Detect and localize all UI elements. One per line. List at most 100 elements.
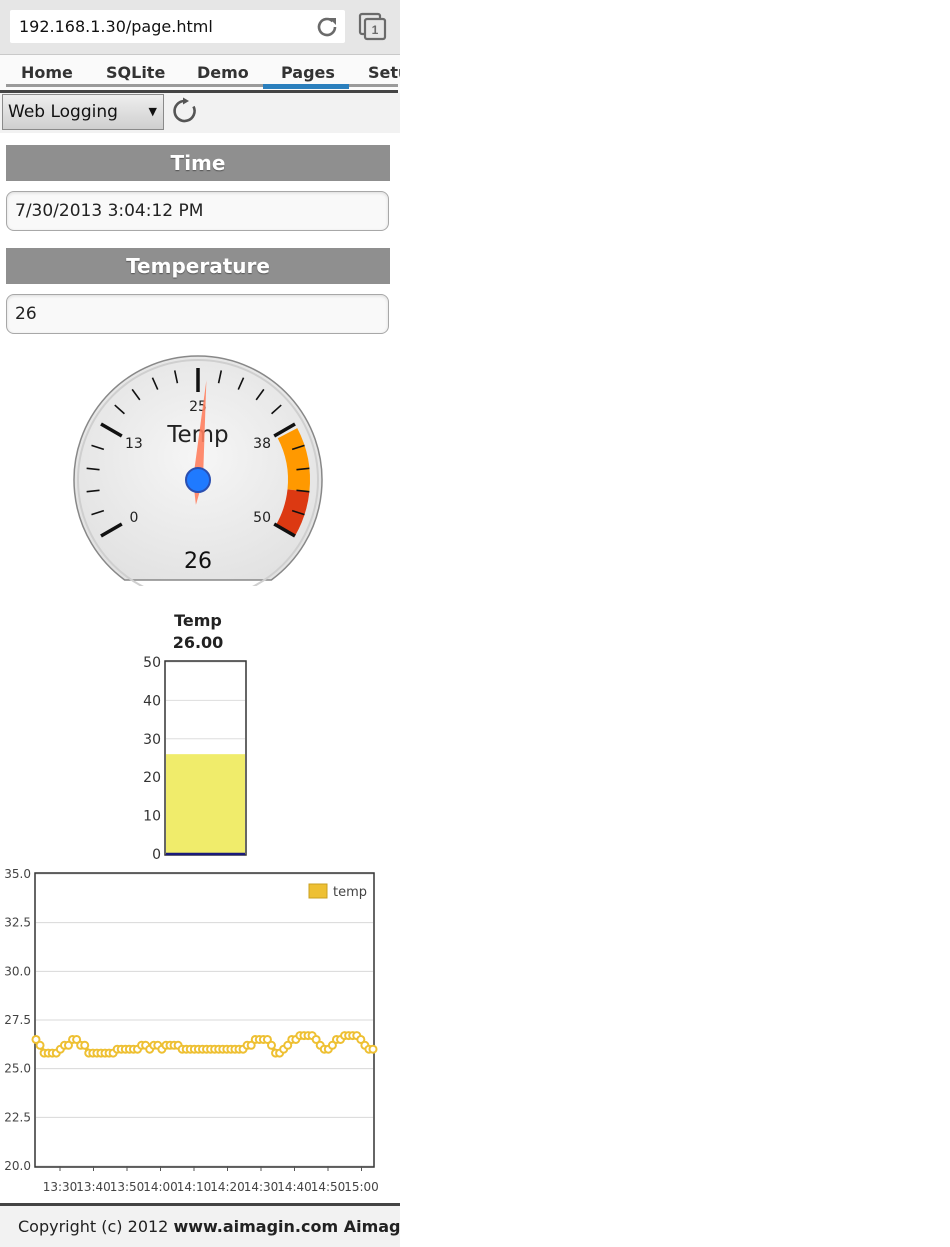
thermo-tick-label: 50 <box>143 655 161 671</box>
thermo-title: Temp <box>174 611 222 630</box>
x-tick-label: 13:40 <box>76 1180 111 1194</box>
x-tick-label: 13:30 <box>43 1180 78 1194</box>
chart-legend: temp <box>308 883 367 900</box>
series-point <box>72 1034 82 1044</box>
x-tick-label: 14:10 <box>177 1180 212 1194</box>
gauge-tick <box>273 422 296 438</box>
gauge-tick <box>217 370 223 384</box>
reload-icon[interactable] <box>314 14 340 40</box>
series-point <box>262 1034 272 1044</box>
gauge-rim <box>77 359 319 586</box>
x-tick-label: 13:50 <box>110 1180 145 1194</box>
thermo-tick-label: 30 <box>143 732 161 748</box>
y-tick-label: 25.0 <box>4 1062 31 1076</box>
gauge-band-1 <box>275 489 310 536</box>
page-select-value: Web Logging <box>8 102 118 122</box>
temp-line-chart: 20.022.525.027.530.032.535.0 13:3013:401… <box>4 867 379 1194</box>
page-select[interactable]: Web Logging ▼ <box>2 94 164 130</box>
series-point <box>283 1040 293 1050</box>
gauge-tick <box>273 522 296 538</box>
legend-swatch <box>308 883 328 899</box>
gauge-tick <box>291 444 305 451</box>
temperature-field[interactable]: 26 <box>6 294 389 334</box>
y-tick-label: 22.5 <box>4 1110 31 1124</box>
gauge-hub <box>185 467 211 493</box>
legend-label-temp: temp <box>333 885 367 900</box>
gauge-readout: 26 <box>184 549 212 574</box>
address-bar: 192.168.1.30/page.html 1 <box>0 0 400 55</box>
x-tick-label: 14:40 <box>277 1180 312 1194</box>
footer-copyright: Copyright (c) 2012 <box>18 1217 174 1236</box>
footer: Copyright (c) 2012 www.aimagin.com Aimag… <box>0 1206 400 1247</box>
time-header: Time <box>6 145 390 181</box>
dropdown-arrow-icon: ▼ <box>148 105 157 118</box>
footer-company[interactable]: www.aimagin.com Aimagin Ltd. <box>173 1217 400 1236</box>
nav-underline <box>6 84 398 87</box>
refresh-icon[interactable] <box>171 97 199 125</box>
y-tick-label: 27.5 <box>4 1013 31 1027</box>
temperature-header: Temperature <box>6 248 390 284</box>
gauge-tick <box>131 388 141 401</box>
gauge-tick <box>100 422 123 438</box>
nav-item-pages[interactable]: Pages <box>281 63 335 82</box>
series-point <box>356 1034 366 1044</box>
gauge-tick <box>237 377 245 390</box>
nav-item-demo[interactable]: Demo <box>197 63 249 82</box>
nav-divider <box>0 90 398 93</box>
x-tick-label: 15:00 <box>344 1180 379 1194</box>
nav-active-indicator <box>263 84 349 89</box>
time-field[interactable]: 7/30/2013 3:04:12 PM <box>6 191 389 231</box>
nav-item-home[interactable]: Home <box>21 63 73 82</box>
gauge-tick <box>91 444 105 451</box>
x-tick-label: 14:30 <box>244 1180 279 1194</box>
tabs-icon[interactable]: 1 <box>358 12 388 42</box>
thermo-tick-label: 10 <box>143 809 161 825</box>
thermo-value-label: 26.00 <box>173 633 224 652</box>
y-tick-label: 20.0 <box>4 1159 31 1173</box>
y-tick-label: 32.5 <box>4 916 31 930</box>
thermo-tick-label: 0 <box>152 847 161 860</box>
gauge-tick-label: 50 <box>253 510 271 526</box>
gauge-tick <box>271 404 282 415</box>
gauge-label: Temp <box>166 422 228 448</box>
url-field[interactable]: 192.168.1.30/page.html <box>10 10 345 43</box>
series-point <box>311 1034 321 1044</box>
gauge-tick <box>255 388 265 401</box>
footer-divider <box>0 1203 400 1206</box>
gauge-tick-label: 0 <box>129 510 138 526</box>
gauge-tick <box>114 404 125 415</box>
series-point <box>327 1040 337 1050</box>
y-tick-label: 30.0 <box>4 964 31 978</box>
gauge-band-0 <box>277 428 310 492</box>
x-tick-label: 14:00 <box>143 1180 178 1194</box>
thermo-fill-bar <box>166 754 245 854</box>
series-point <box>266 1040 276 1050</box>
gauge-tick <box>173 370 179 384</box>
gauge-tick <box>296 489 310 493</box>
gauge-tick <box>91 509 105 516</box>
series-point <box>246 1040 256 1050</box>
series-point <box>80 1040 90 1050</box>
series-point <box>368 1044 378 1054</box>
nav-item-sqlite[interactable]: SQLite <box>106 63 166 82</box>
y-tick-label: 35.0 <box>4 867 31 881</box>
gauge-tick <box>296 467 310 471</box>
gauge-tick <box>291 509 305 516</box>
gauge-tick-label: 13 <box>125 436 143 452</box>
chart-frame <box>34 872 375 1168</box>
gauge-tick <box>100 522 123 538</box>
x-tick-label: 14:50 <box>311 1180 346 1194</box>
browser-viewport: 192.168.1.30/page.html 1 Home SQLite Dem… <box>0 0 400 1247</box>
tab-count: 1 <box>372 23 379 37</box>
nav-item-setup[interactable]: Setup <box>368 63 400 82</box>
gauge-tick <box>86 489 100 493</box>
series-point <box>63 1040 73 1050</box>
thermo-tick-label: 20 <box>143 770 161 786</box>
gauge-tick <box>151 377 159 390</box>
gauge-tick-label: 38 <box>253 436 271 452</box>
gauge-tick <box>86 467 100 471</box>
thermo-tick-label: 40 <box>143 693 161 709</box>
series-point <box>31 1034 41 1044</box>
temp-thermometer: Temp 26.00 0 10 20 30 40 50 <box>143 611 247 860</box>
